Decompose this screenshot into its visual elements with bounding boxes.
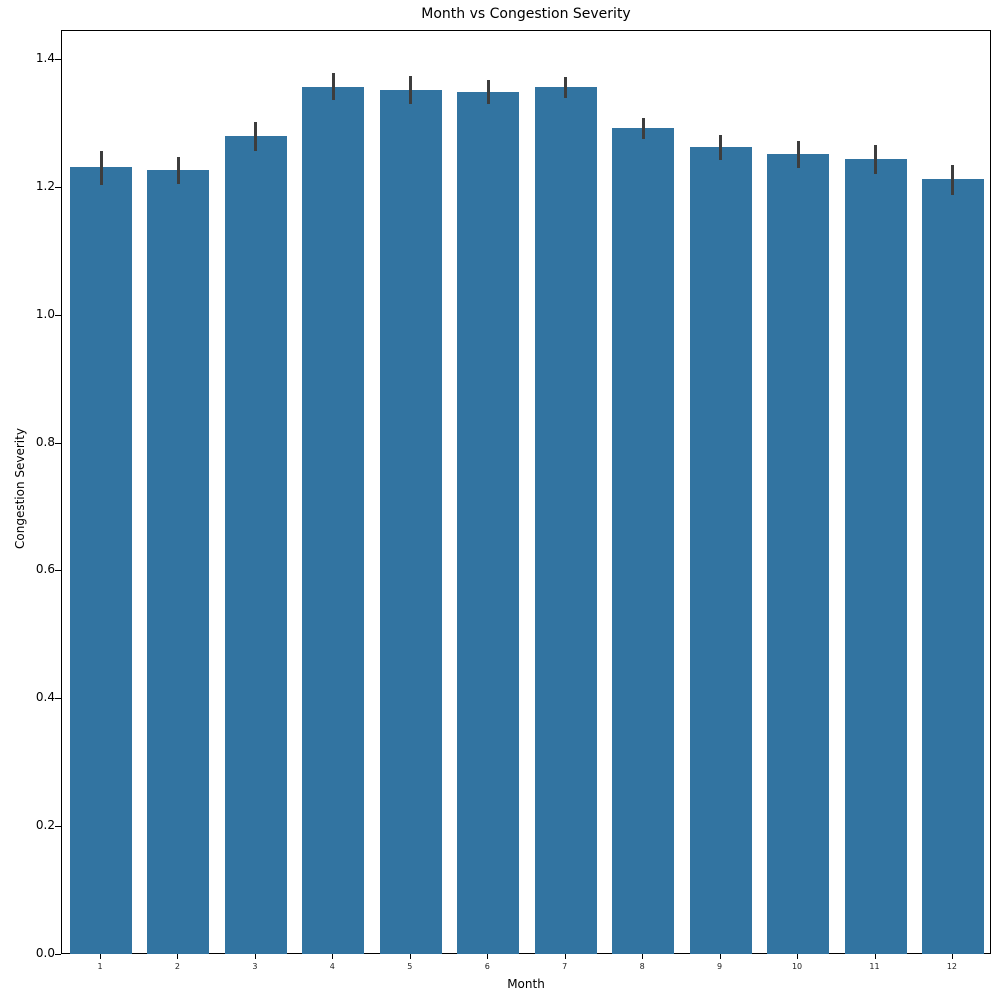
error-bar xyxy=(176,157,180,184)
x-tick xyxy=(409,954,411,959)
x-tick xyxy=(874,954,876,959)
x-tick-label: 1 xyxy=(97,962,103,971)
y-tick-label: 0.6 xyxy=(35,562,55,577)
error-bar xyxy=(641,117,645,140)
y-tick-label: 1.4 xyxy=(35,50,55,65)
error-bar xyxy=(331,73,335,101)
x-tick xyxy=(951,954,953,959)
x-tick-label: 11 xyxy=(869,962,880,971)
y-tick-label: 1.2 xyxy=(35,178,55,193)
plot-area xyxy=(61,30,991,954)
bar-month-8 xyxy=(612,127,675,954)
error-bar xyxy=(796,140,800,169)
x-axis-label: Month xyxy=(507,977,545,991)
x-tick xyxy=(642,954,644,959)
bar-month-5 xyxy=(379,90,442,954)
x-tick-label: 9 xyxy=(717,962,723,971)
x-tick xyxy=(564,954,566,959)
error-bar xyxy=(874,145,877,174)
x-tick xyxy=(487,954,489,959)
x-tick-label: 12 xyxy=(946,962,958,971)
x-tick-label: 6 xyxy=(484,962,490,971)
bar-month-11 xyxy=(844,159,907,954)
y-tick xyxy=(55,314,61,316)
x-tick xyxy=(177,954,179,959)
chart-title: Month vs Congestion Severity xyxy=(421,6,631,22)
x-tick-label: 2 xyxy=(174,962,180,971)
y-tick xyxy=(55,186,61,188)
y-tick xyxy=(55,442,61,444)
y-tick-label: 1.0 xyxy=(35,306,55,321)
y-tick-label: 0.8 xyxy=(35,434,55,449)
x-tick-label: 7 xyxy=(562,962,568,971)
error-bar xyxy=(254,121,258,151)
x-tick xyxy=(100,954,101,959)
x-tick-label: 10 xyxy=(791,962,803,971)
bar-month-7 xyxy=(534,86,597,954)
y-tick xyxy=(55,954,61,955)
x-tick xyxy=(254,954,256,959)
y-tick-label: 0.2 xyxy=(35,818,55,833)
bar-month-4 xyxy=(302,86,365,954)
y-tick xyxy=(55,698,61,700)
error-bar xyxy=(719,135,723,160)
bar-month-10 xyxy=(767,153,830,954)
bar-month-12 xyxy=(921,178,984,954)
error-bar xyxy=(564,76,568,99)
bar-month-9 xyxy=(689,146,752,954)
bar-month-1 xyxy=(70,166,132,954)
x-tick xyxy=(797,954,799,959)
x-tick-label: 5 xyxy=(407,962,413,971)
bar-month-3 xyxy=(224,136,287,954)
x-tick-label: 3 xyxy=(252,962,258,971)
error-bar xyxy=(951,164,955,195)
error-bar xyxy=(99,151,103,186)
bar-month-6 xyxy=(457,91,520,954)
y-tick xyxy=(55,570,61,572)
error-bar xyxy=(486,80,490,105)
y-tick-label: 0.0 xyxy=(35,946,55,960)
y-tick xyxy=(55,826,61,828)
y-tick-label: 0.4 xyxy=(35,690,55,705)
x-tick-label: 4 xyxy=(329,962,335,971)
error-bar xyxy=(409,75,413,105)
bar-month-2 xyxy=(147,169,210,954)
x-tick xyxy=(332,954,334,959)
x-tick xyxy=(719,954,721,959)
y-axis-label: Congestion Severity xyxy=(13,428,27,549)
y-tick xyxy=(55,58,61,60)
x-tick-label: 8 xyxy=(639,962,645,971)
